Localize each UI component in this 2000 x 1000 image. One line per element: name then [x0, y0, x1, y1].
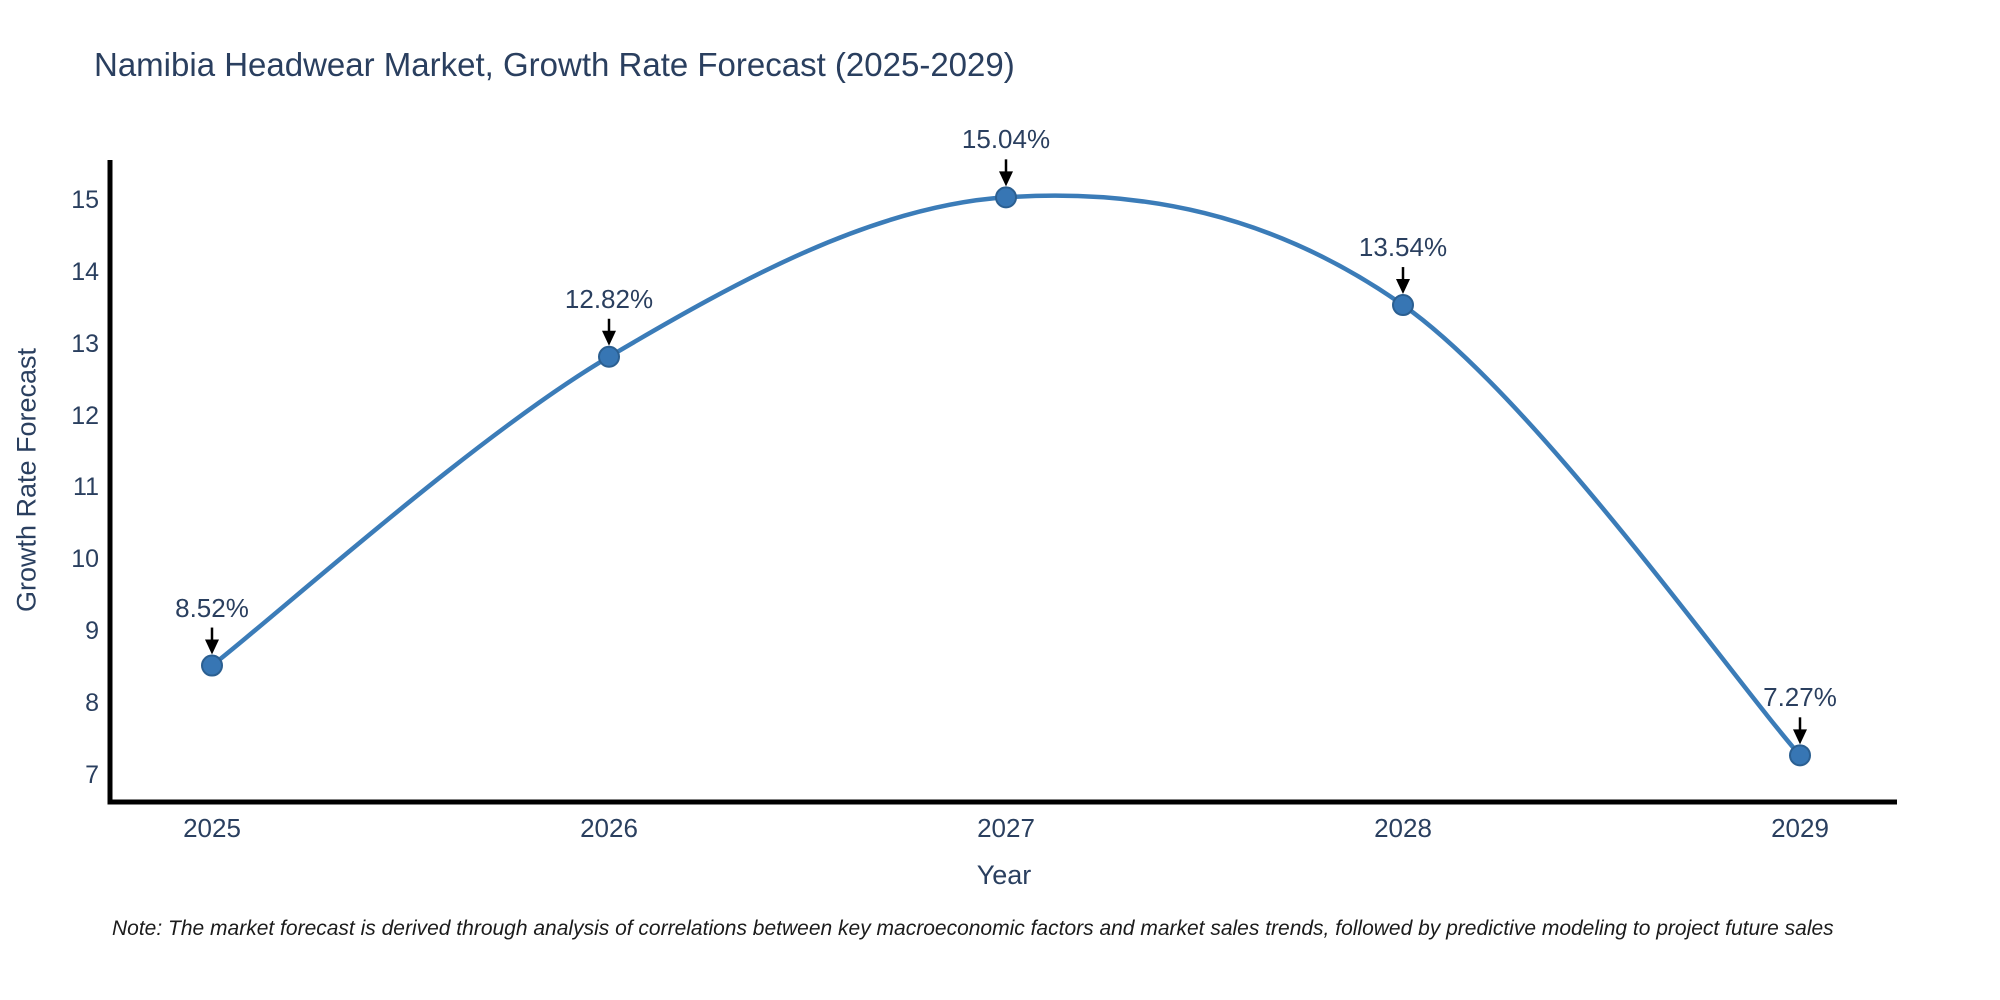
annotation-arrowhead — [1793, 729, 1807, 745]
y-tick-label: 12 — [71, 401, 99, 430]
x-tick-label: 2028 — [1374, 813, 1432, 843]
data-point-marker — [1392, 294, 1414, 317]
x-tick-label: 2026 — [580, 813, 638, 843]
y-tick-label: 7 — [85, 760, 99, 789]
y-tick-label: 11 — [73, 473, 99, 502]
point-value-label: 15.04% — [961, 124, 1051, 155]
trend-line — [210, 193, 1802, 757]
x-tick-label: 2025 — [183, 813, 241, 843]
point-value-label: 8.52% — [175, 592, 249, 623]
annotation-arrowhead — [999, 171, 1013, 187]
x-axis-title: Year — [976, 860, 1032, 890]
x-tick-label: 2027 — [977, 813, 1035, 843]
y-tick-label: 15 — [71, 186, 99, 215]
point-value-label: 12.82% — [564, 283, 654, 314]
annotation-arrowhead — [1396, 279, 1410, 295]
point-value-label: 7.27% — [1763, 682, 1837, 713]
data-point-marker — [201, 654, 223, 677]
chart-title: Namibia Headwear Market, Growth Rate For… — [94, 46, 1015, 83]
data-point-marker — [1789, 744, 1811, 767]
annotation-arrowhead — [205, 639, 219, 655]
point-value-label: 13.54% — [1358, 232, 1448, 263]
annotation-arrowhead — [602, 330, 616, 346]
y-tick-label: 8 — [85, 688, 99, 717]
data-point-marker — [598, 345, 620, 368]
y-tick-label: 14 — [71, 258, 99, 287]
data-point-marker — [995, 186, 1017, 209]
footnote: Note: The market forecast is derived thr… — [112, 917, 1834, 940]
y-tick-label: 9 — [85, 617, 99, 646]
y-tick-label: 10 — [71, 545, 99, 574]
y-tick-label: 13 — [71, 329, 99, 358]
x-tick-label: 2029 — [1771, 813, 1829, 843]
